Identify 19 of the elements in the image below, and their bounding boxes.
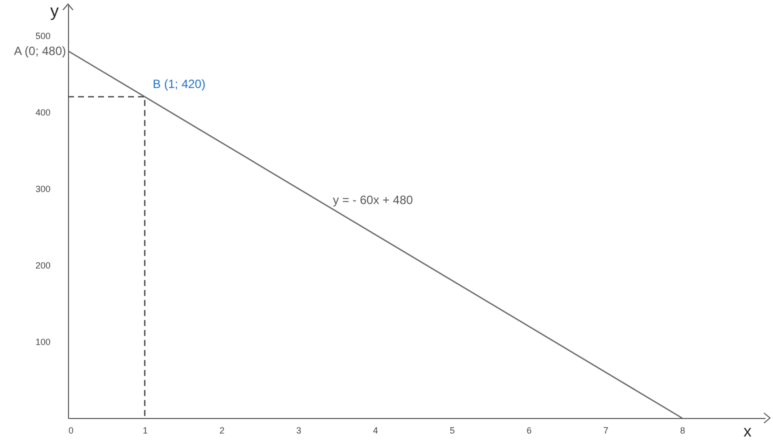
annotation: B (1; 420) [152,76,206,91]
x-tick-label: 6 [526,426,532,436]
y-tick-label: 300 [35,184,50,194]
x-tick-label: 8 [680,426,686,436]
y-axis-title: y [50,2,60,20]
x-tick-label: 7 [603,426,608,436]
x-tick-label: 0 [68,426,74,436]
y-tick-label: 200 [35,260,50,271]
y-tick-label: 500 [35,31,50,42]
x-tick-label: 2 [220,426,225,436]
x-axis-title: x [744,424,752,440]
x-tick-label: 1 [142,426,148,436]
x-tick-label: 3 [296,426,302,436]
annotation: y = - 60x + 480 [332,192,414,207]
y-tick-label: 100 [35,337,50,348]
x-tick-label: 5 [450,426,455,436]
y-tick-label: 400 [35,108,50,118]
annotation: A (0; 480) [14,44,66,58]
x-tick-label: 4 [373,426,378,436]
